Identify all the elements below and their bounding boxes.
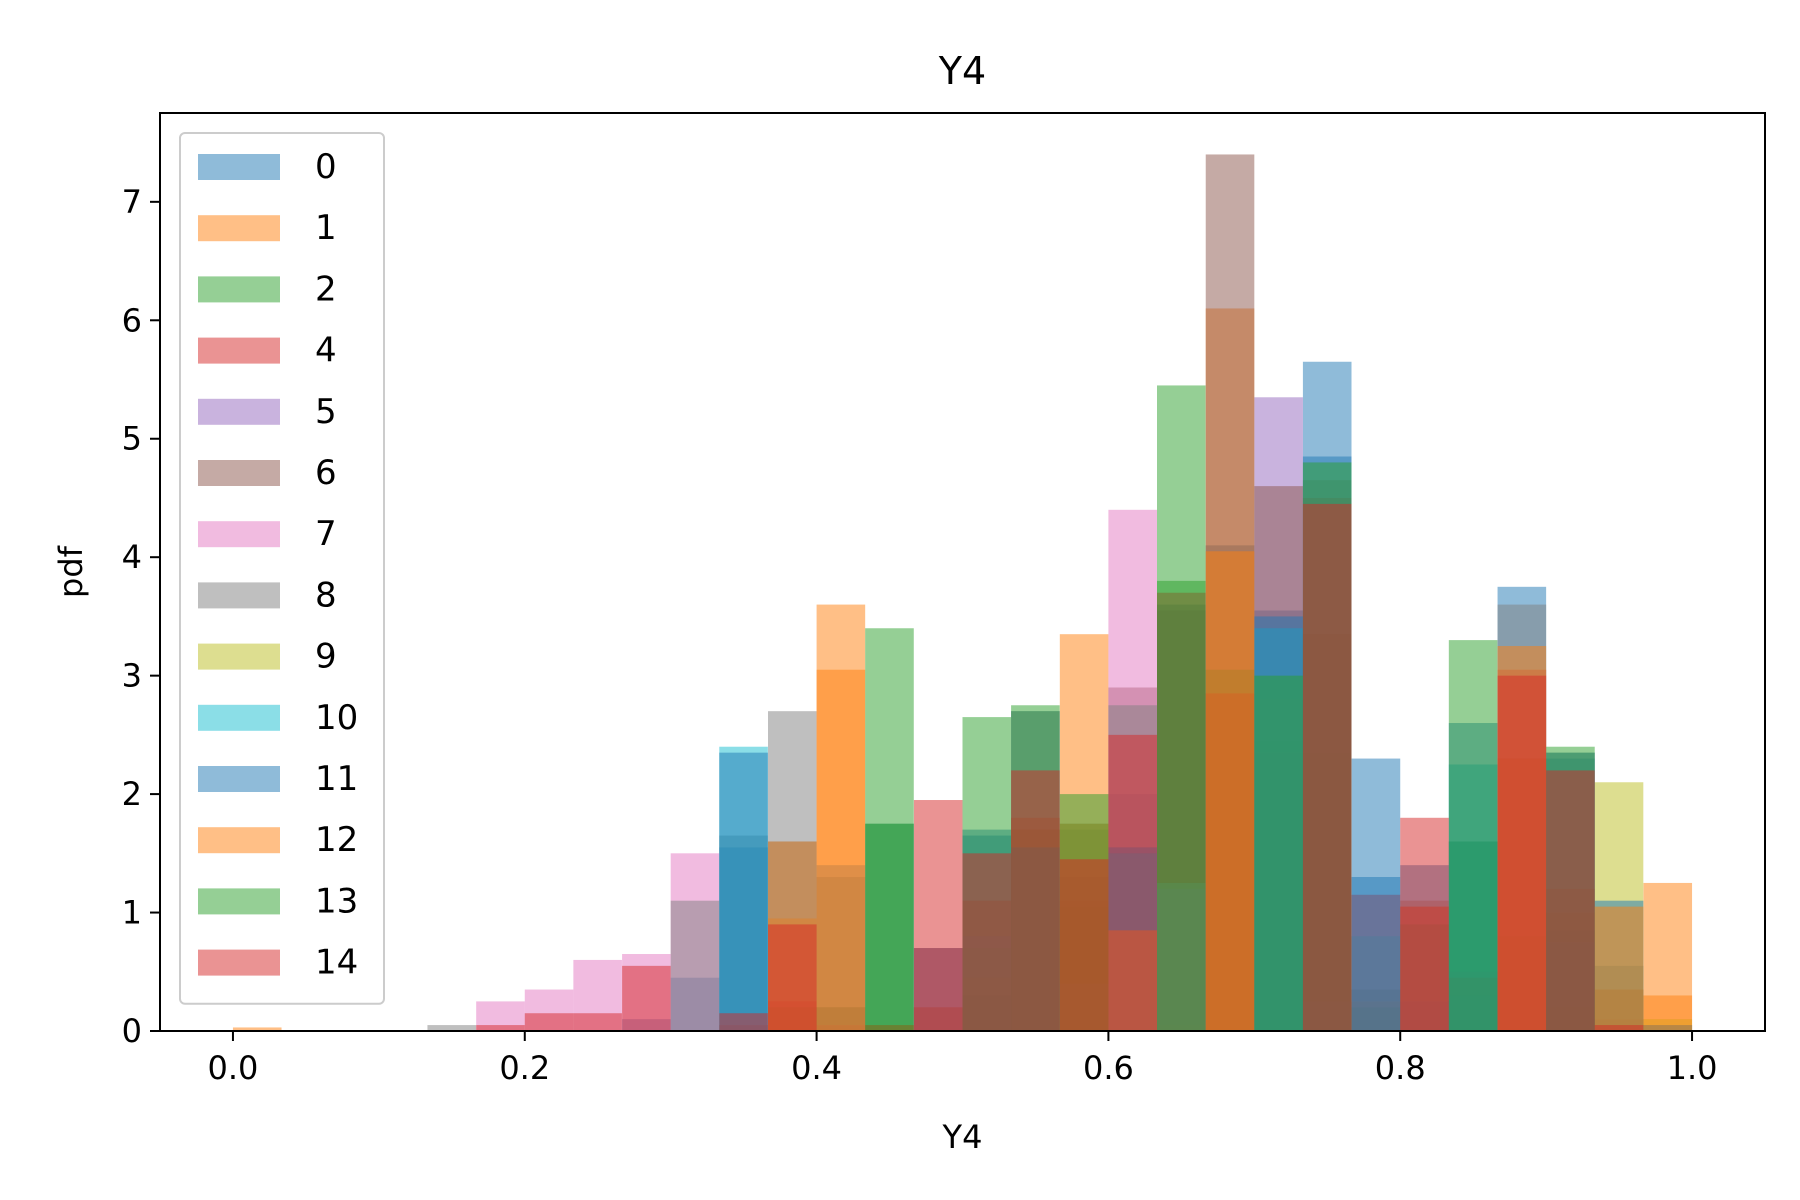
bars-layer xyxy=(232,154,1693,1032)
y-tick-label: 5 xyxy=(122,420,142,458)
legend-label-14: 14 xyxy=(315,943,358,983)
legend-box xyxy=(179,132,385,1005)
y-axis: 0 1 2 3 4 5 6 7 xyxy=(122,183,160,1050)
bar-series-14-bin-24 xyxy=(1400,817,1449,1031)
bar-series-8-bin-9 xyxy=(670,900,720,1031)
y-tick-label: 6 xyxy=(122,301,142,339)
bar-series-14-bin-7 xyxy=(573,1013,622,1031)
y-tick-label: 4 xyxy=(122,538,142,576)
legend-swatch-12 xyxy=(198,827,280,854)
legend-swatch-6 xyxy=(198,460,280,486)
legend-label-7: 7 xyxy=(315,514,337,554)
legend-swatch-1 xyxy=(198,215,280,242)
y-tick-label: 3 xyxy=(122,657,142,695)
legend-label-10: 10 xyxy=(315,698,358,738)
bar-series-14-bin-5 xyxy=(476,1025,525,1031)
y-tick-label: 1 xyxy=(122,894,142,932)
bar-series-12-bin-12 xyxy=(816,669,866,1031)
legend-label-11: 11 xyxy=(315,759,358,799)
x-tick-label: 0.0 xyxy=(208,1049,259,1087)
y-tick-label: 7 xyxy=(122,183,142,221)
x-tick-label: 0.8 xyxy=(1375,1049,1426,1087)
x-tick-label: 0.2 xyxy=(499,1049,550,1087)
bar-series-12-bin-20 xyxy=(1205,551,1255,1031)
legend-swatch-8 xyxy=(198,582,280,609)
legend-swatch-2 xyxy=(198,276,280,303)
bar-series-14-bin-14 xyxy=(913,800,963,1031)
legend-swatch-0 xyxy=(198,154,280,180)
bar-series-12-bin-28 xyxy=(1594,906,1644,1031)
chart-title: Y4 xyxy=(938,49,986,93)
bar-series-13-bin-21 xyxy=(1254,675,1303,1031)
bar-series-14-bin-6 xyxy=(524,1013,574,1031)
bar-series-14-bin-26 xyxy=(1497,675,1547,1031)
legend-swatch-5 xyxy=(198,398,280,425)
legend-swatch-14 xyxy=(198,949,280,976)
legend-label-0: 0 xyxy=(315,147,337,187)
legend-swatch-4 xyxy=(198,337,280,364)
bar-series-14-bin-28 xyxy=(1594,1025,1644,1031)
y-tick-label: 2 xyxy=(122,775,142,813)
y-axis-label: pdf xyxy=(52,545,90,598)
bar-series-14-bin-16 xyxy=(1011,770,1060,1031)
bar-series-13-bin-19 xyxy=(1157,385,1206,1031)
bar-series-14-bin-17 xyxy=(1059,859,1109,1031)
x-tick-label: 0.6 xyxy=(1083,1049,1134,1087)
plot-frame xyxy=(159,112,1766,1032)
x-axis-label: Y4 xyxy=(942,1118,983,1156)
bar-series-13-bin-25 xyxy=(1448,640,1498,1031)
legend-label-4: 4 xyxy=(315,331,337,371)
legend-label-12: 12 xyxy=(315,820,358,860)
legend-label-13: 13 xyxy=(315,881,358,921)
bar-series-14-bin-27 xyxy=(1546,770,1595,1031)
x-tick-label: 0.4 xyxy=(791,1049,842,1087)
bar-series-14-bin-8 xyxy=(622,965,671,1031)
legend-label-2: 2 xyxy=(315,269,337,309)
bar-series-14-bin-22 xyxy=(1302,503,1352,1031)
x-tick-label: 1.0 xyxy=(1667,1049,1718,1087)
bar-series-14-bin-11 xyxy=(768,924,817,1031)
bar-series-11-bin-23 xyxy=(1351,877,1401,1031)
legend-swatch-7 xyxy=(198,521,280,548)
bar-series-14-bin-10 xyxy=(719,1013,768,1031)
legend-swatch-9 xyxy=(198,643,280,670)
legend-label-5: 5 xyxy=(315,392,337,432)
legend-label-8: 8 xyxy=(315,575,337,615)
legend-label-9: 9 xyxy=(315,637,337,677)
bar-series-11-bin-10 xyxy=(719,752,768,1031)
bar-series-1-bin-0 xyxy=(232,1027,282,1031)
bar-series-8-bin-4 xyxy=(427,1025,477,1031)
legend-swatch-11 xyxy=(198,766,280,792)
legend-label-6: 6 xyxy=(315,453,337,493)
bar-series-13-bin-13 xyxy=(865,628,914,1031)
y-tick-label: 0 xyxy=(122,1012,142,1050)
legend-label-1: 1 xyxy=(315,208,337,248)
x-axis: 0.0 0.2 0.4 0.6 0.8 1.0 xyxy=(208,1031,1718,1087)
legend-swatch-13 xyxy=(198,888,280,915)
series-14 xyxy=(476,503,1644,1031)
bar-series-14-bin-15 xyxy=(962,853,1012,1031)
bar-series-12-bin-29 xyxy=(1643,995,1693,1031)
legend-swatch-10 xyxy=(198,704,280,731)
bar-series-14-bin-18 xyxy=(1108,734,1157,1031)
